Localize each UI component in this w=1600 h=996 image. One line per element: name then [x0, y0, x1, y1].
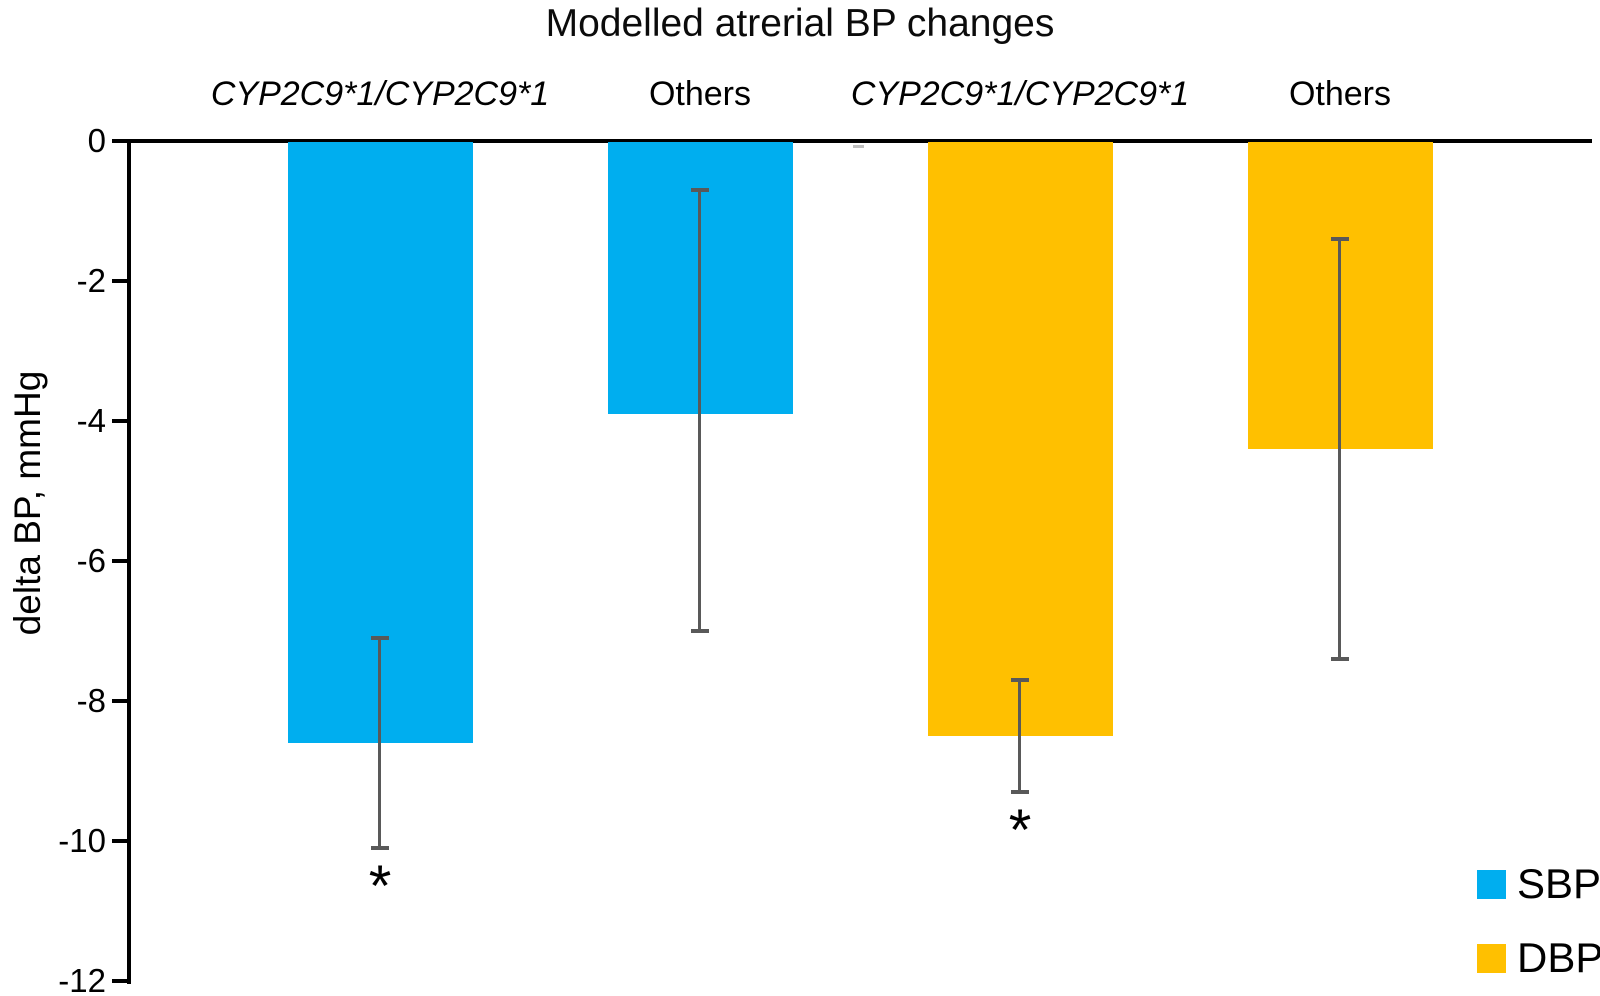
error-bar-cap-top — [1011, 678, 1029, 682]
stray-mark — [853, 145, 864, 148]
error-bar-cap-bottom — [691, 629, 709, 633]
legend-item-dbp: DBP — [1477, 934, 1600, 982]
y-axis-tick-label: -12 — [58, 962, 106, 996]
y-axis-tick-label: 0 — [87, 122, 106, 159]
y-axis-tick — [112, 839, 131, 843]
y-axis-tick-label: -4 — [76, 402, 106, 439]
significance-star: * — [368, 854, 392, 919]
y-axis-tick — [112, 139, 131, 143]
legend: SBP DBP — [1477, 860, 1600, 996]
category-label: CYP2C9*1/CYP2C9*1 — [210, 75, 550, 113]
y-axis-tick — [112, 419, 131, 423]
y-axis-tick-label: -10 — [58, 822, 106, 859]
category-label: Others — [1288, 75, 1392, 113]
y-axis-tick-label: -6 — [76, 542, 106, 579]
bar-dbp-cyp2c9 — [927, 142, 1113, 736]
error-bar-cap-top — [371, 636, 389, 640]
legend-swatch-dbp — [1477, 943, 1506, 973]
y-axis-label: delta BP, mmHg — [7, 370, 48, 636]
y-axis-tick-label: -8 — [76, 682, 106, 719]
legend-swatch-sbp — [1477, 869, 1506, 899]
category-label: CYP2C9*1/CYP2C9*1 — [850, 75, 1190, 113]
error-bar-cap-top — [1331, 237, 1349, 241]
legend-label-sbp: SBP — [1517, 860, 1600, 907]
error-bar-cap-bottom — [1331, 657, 1349, 661]
x-axis-line — [115, 139, 1592, 143]
legend-label-dbp: DBP — [1517, 934, 1600, 981]
error-bar-line — [698, 190, 701, 631]
error-bar-cap-bottom — [1011, 790, 1029, 794]
category-label: Others — [648, 75, 752, 113]
y-axis-tick — [112, 979, 131, 983]
chart-title: Modelled atrerial BP changes — [545, 2, 1055, 45]
error-bar-cap-top — [691, 188, 709, 192]
y-axis-tick — [112, 699, 131, 703]
error-bar-cap-bottom — [371, 846, 389, 850]
legend-item-sbp: SBP — [1477, 860, 1600, 908]
y-axis-tick — [112, 279, 131, 283]
y-axis-tick-label: -2 — [76, 262, 106, 299]
error-bar-line — [1338, 239, 1341, 659]
error-bar-line — [378, 638, 381, 848]
y-axis-tick — [112, 559, 131, 563]
significance-star: * — [1008, 798, 1032, 863]
error-bar-line — [1018, 680, 1021, 792]
